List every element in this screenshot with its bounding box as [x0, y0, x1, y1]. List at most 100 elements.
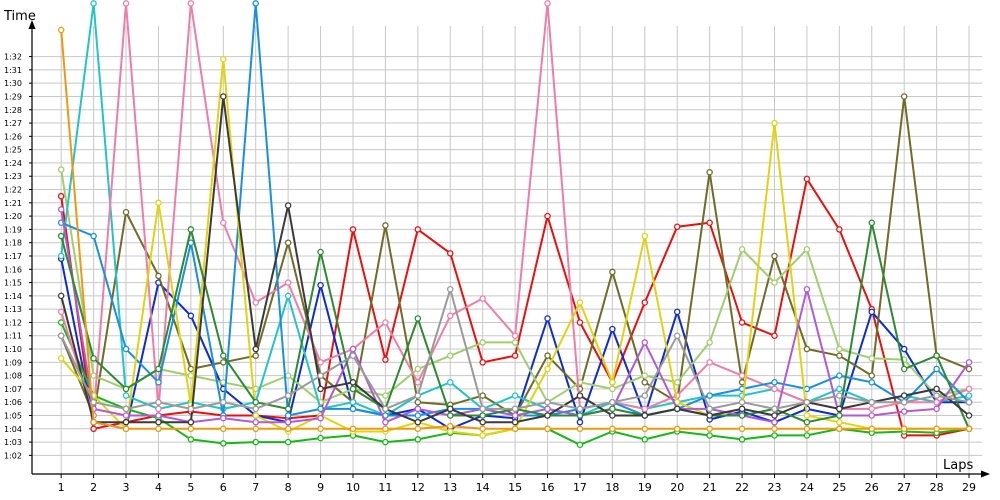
data-point [220, 398, 227, 406]
data-point [641, 339, 649, 346]
data-point [122, 405, 130, 413]
data-point [706, 359, 713, 366]
data-point [187, 436, 195, 443]
data-point [90, 418, 97, 426]
data-point [382, 418, 389, 426]
data-point [349, 385, 357, 393]
data-point [90, 398, 97, 406]
y-tick-label: 1:31 [4, 66, 22, 75]
data-point [317, 414, 324, 422]
data-point [803, 412, 811, 419]
data-point [284, 438, 292, 446]
data-point [57, 206, 65, 213]
x-tick-label: 29 [962, 481, 976, 494]
data-point [284, 418, 292, 426]
x-tick-label: 10 [346, 481, 360, 494]
y-tick-label: 1:15 [4, 279, 22, 288]
data-point [738, 246, 746, 253]
data-point [511, 405, 519, 413]
data-point [965, 392, 973, 399]
y-tick-label: 1:17 [4, 252, 22, 261]
x-tick-label: 16 [541, 481, 555, 494]
data-point [382, 222, 389, 229]
data-point [155, 412, 162, 419]
data-point [576, 299, 584, 306]
data-point [284, 372, 292, 379]
series-13 [57, 26, 973, 433]
data-point [933, 365, 940, 373]
data-point [447, 422, 454, 430]
data-point [252, 425, 259, 433]
x-tick-label: 9 [317, 481, 324, 494]
x-tick-label: 17 [573, 481, 587, 494]
x-tick-label: 28 [930, 481, 944, 494]
data-point [447, 379, 454, 386]
data-point [479, 412, 486, 419]
data-point [382, 438, 389, 446]
y-tick-label: 1:32 [4, 53, 22, 62]
data-point [673, 308, 681, 316]
data-point [90, 355, 97, 362]
data-point [609, 405, 616, 413]
data-point [706, 412, 713, 419]
data-point [220, 414, 227, 422]
data-point [836, 425, 843, 433]
data-point [122, 208, 130, 216]
data-point [349, 226, 357, 233]
data-point [122, 425, 130, 433]
data-point [414, 398, 422, 406]
data-point [771, 332, 778, 339]
data-point [349, 379, 357, 386]
y-tick-label: 1:05 [4, 412, 22, 421]
y-tick-label: 1:13 [4, 305, 22, 314]
data-point [609, 379, 616, 386]
y-tick-label: 1:10 [4, 345, 22, 354]
data-point [220, 93, 227, 100]
data-point [220, 352, 227, 359]
data-point [900, 398, 908, 406]
x-tick-label: 5 [187, 481, 194, 494]
data-point [57, 232, 65, 240]
data-point [349, 352, 357, 359]
data-point [771, 432, 778, 439]
data-point [641, 299, 649, 306]
x-tick-label: 14 [476, 481, 490, 494]
data-point [933, 352, 940, 359]
x-tick-label: 18 [605, 481, 619, 494]
data-point [544, 352, 551, 359]
data-point [447, 312, 454, 320]
y-tick-label: 1:30 [4, 79, 22, 88]
data-point [317, 385, 324, 393]
data-point [836, 226, 843, 233]
data-point [349, 398, 357, 406]
y-tick-label: 1:04 [4, 425, 22, 434]
data-point [187, 226, 195, 233]
data-point [155, 398, 162, 406]
data-point [155, 272, 162, 280]
data-point [414, 436, 422, 443]
data-point [220, 55, 227, 63]
data-point [479, 295, 486, 302]
series-14 [57, 285, 973, 413]
data-point [836, 418, 843, 426]
series-5 [57, 166, 973, 406]
data-point [933, 392, 940, 399]
data-point [57, 26, 65, 34]
y-tick-label: 1:07 [4, 385, 22, 394]
x-tick-label: 26 [865, 481, 879, 494]
data-point [284, 405, 292, 413]
data-point [576, 392, 584, 399]
data-point [738, 425, 746, 433]
data-point [900, 93, 908, 100]
y-tick-label: 1:06 [4, 398, 22, 407]
data-point [57, 192, 65, 200]
data-point [868, 398, 876, 406]
data-point [641, 232, 649, 240]
y-tick-label: 1:09 [4, 358, 22, 367]
data-point [220, 425, 227, 433]
data-point [641, 412, 649, 419]
data-point [900, 365, 908, 373]
data-point [57, 355, 65, 362]
data-point [803, 418, 811, 426]
